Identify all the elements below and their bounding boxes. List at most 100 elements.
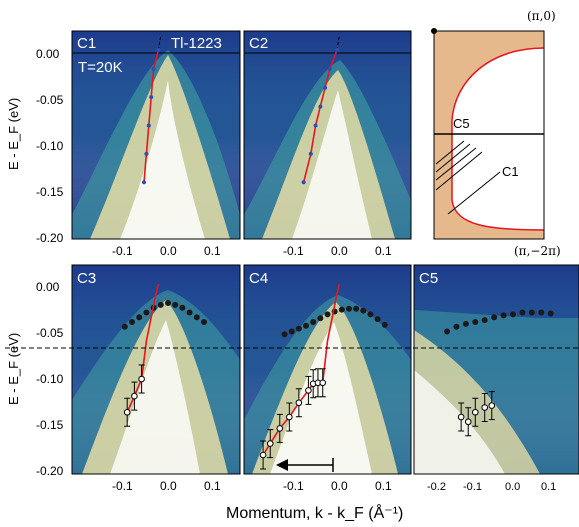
c5-x-tick-3: 0.1 [541, 481, 556, 493]
panel-c1-sample-label: Tl-1223 [171, 35, 222, 52]
panel-c4-data [259, 283, 388, 470]
c1-x-tick-2: 0.1 [204, 244, 221, 258]
panel-c2-label: C2 [249, 35, 268, 52]
top-y-tick-0: 0.00 [36, 47, 60, 61]
bottom-y-axis-label: E - E_F (eV) [6, 333, 21, 405]
c4-peak-1 [288, 328, 295, 335]
c1-point-5 [156, 47, 161, 52]
c3-hump-0 [123, 408, 131, 416]
panel-c2-frame [243, 30, 412, 240]
c1-dispersion-line [143, 49, 160, 183]
schematic-corner-dot [431, 28, 437, 34]
schematic-label-c1: C1 [502, 164, 519, 179]
c4-hump-4 [295, 399, 303, 407]
c1-point-1 [144, 151, 149, 156]
c3-peak-11 [201, 319, 207, 325]
c5-peak-6 [500, 312, 507, 319]
c4-hump-5 [305, 387, 312, 394]
bottom-y-tick-1: -0.05 [36, 326, 64, 340]
c5-peak-10 [538, 309, 545, 316]
c4-x-tick-1: 0.0 [331, 479, 348, 493]
c3-peak-0 [121, 323, 128, 330]
schematic-cut-c1 [447, 171, 501, 215]
c3-hump-2 [138, 375, 145, 383]
panel-c3-band-core [110, 320, 200, 474]
c4-x-tick-2: 0.1 [375, 479, 392, 493]
x-axis-label: Momentum, k - k_F (Å⁻¹) [226, 503, 403, 522]
c5-hump-1 [464, 418, 472, 426]
panel-c1-dispersion [142, 35, 162, 185]
schematic-cut-line-2 [435, 143, 471, 173]
schematic-cut-line-4 [435, 151, 483, 191]
bottom-y-tick-3: -0.15 [36, 418, 64, 432]
panel-c1-label: C1 [77, 35, 96, 52]
c4-peak-4 [310, 319, 317, 325]
schematic-fermi-surface [451, 47, 545, 231]
c2-dispersion-guide [336, 35, 340, 50]
c2-point-0 [301, 180, 306, 185]
c4-peak-12 [367, 311, 374, 318]
c1-point-2 [146, 123, 151, 128]
schematic-corner-bottom: (π,−2π) [514, 244, 561, 258]
c5-x-tick-2: 0.0 [505, 481, 520, 493]
fermi-surface-schematic: C5 C1 (π,0) (π,−2π) [431, 9, 561, 258]
c1-dispersion-guide [157, 35, 162, 50]
c4-peak-14 [381, 321, 388, 328]
panel-c4-band-core [270, 322, 372, 474]
bottom-y-tick-2: -0.10 [36, 372, 64, 386]
panel-c5-data [444, 309, 554, 437]
c5-peak-8 [519, 309, 526, 316]
c3-peak-9 [186, 309, 193, 316]
schematic-corner-top: (π,0) [527, 9, 556, 23]
top-y-axis: 0.00 -0.05 -0.10 -0.15 -0.20 E - E_F (eV… [6, 47, 64, 245]
c3-peak-6 [165, 300, 171, 306]
panel-c3: C3 [71, 264, 241, 475]
panel-c2-dispersion [301, 35, 340, 185]
c2-x-tick-2: 0.1 [375, 244, 392, 258]
c5-peak-9 [528, 309, 535, 316]
c2-point-4 [323, 85, 328, 90]
bottom-y-tick-4: -0.20 [36, 464, 64, 478]
panel-c4-frame [243, 264, 412, 475]
c1-x-tick-1: 0.0 [160, 244, 177, 258]
schematic-label-c5: C5 [453, 116, 470, 131]
c2-x-tick-0: -0.1 [283, 244, 304, 258]
c5-hump-2 [471, 408, 479, 416]
c3-peak-8 [179, 304, 186, 311]
c5-peak-3 [472, 319, 479, 325]
panel-c4-arrow-head [276, 459, 288, 471]
panel-c1-frame [71, 30, 241, 240]
panel-c3-frame [71, 264, 241, 475]
bottom-y-axis: 0.00 -0.05 -0.10 -0.15 -0.20 E - E_F (eV… [6, 280, 64, 478]
c3-peak-5 [157, 301, 164, 308]
panel-c1-band-core [120, 80, 205, 239]
top-y-axis-label: E - E_F (eV) [6, 98, 21, 170]
c5-x-tick-1: -0.1 [463, 481, 482, 493]
c4-peak-8 [338, 306, 345, 313]
c4-peak-9 [345, 305, 352, 312]
bottom-x-axis: -0.1 0.0 0.1 -0.1 0.0 0.1 -0.2 -0.1 0.0 … [112, 479, 556, 493]
c4-hump-0 [259, 451, 267, 459]
c1-point-4 [151, 66, 156, 71]
schematic-cut-line-3 [435, 147, 477, 181]
top-y-tick-3: -0.15 [36, 185, 64, 199]
panel-c5-band-core [414, 370, 505, 474]
top-y-tick-4: -0.20 [36, 231, 64, 245]
c5-peak-7 [510, 311, 516, 318]
c2-x-tick-1: 0.0 [331, 244, 348, 258]
schematic-pocket [452, 48, 544, 230]
c4-peak-3 [303, 322, 310, 329]
c5-x-tick-0: -0.2 [427, 481, 446, 493]
c2-point-5 [327, 66, 332, 71]
c4-hump-8 [319, 379, 327, 387]
panel-c3-data [121, 283, 207, 427]
c5-hump-3 [481, 404, 489, 411]
c4-hump-2 [276, 425, 284, 432]
c3-x-tick-0: -0.1 [112, 479, 133, 493]
c3-x-tick-2: 0.1 [204, 479, 221, 493]
c4-peak-0 [281, 331, 288, 338]
c4-peak-10 [353, 305, 360, 312]
top-x-axis: -0.1 0.0 0.1 -0.1 0.0 0.1 [112, 244, 392, 258]
panel-c5-frame [413, 264, 579, 475]
